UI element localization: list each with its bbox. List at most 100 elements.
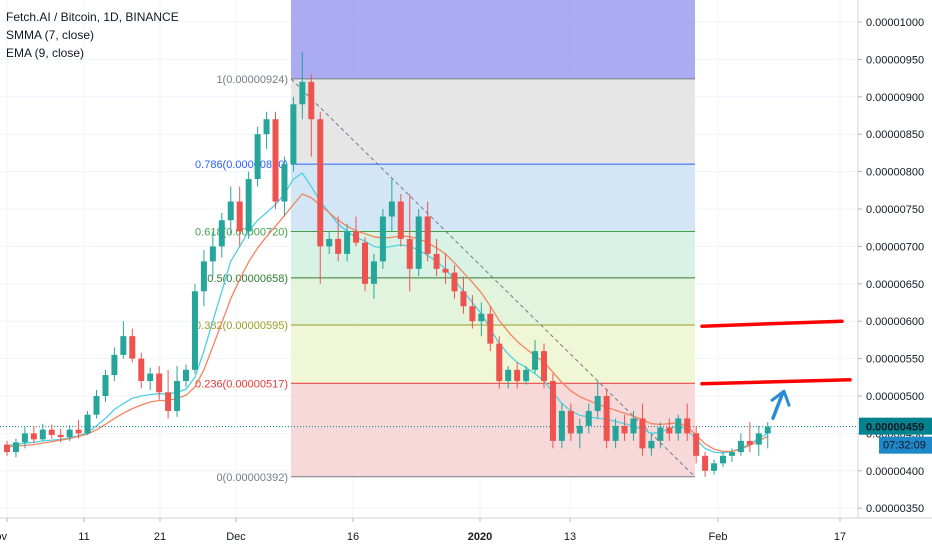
candle xyxy=(317,111,324,284)
candle xyxy=(21,427,28,449)
current-price-value: 0.00000459 xyxy=(866,422,924,434)
candle-body xyxy=(102,375,109,396)
symbol-title[interactable]: Fetch.AI / Bitcoin, 1D, BINANCE xyxy=(6,10,179,24)
candle xyxy=(111,347,118,382)
candle xyxy=(263,111,270,150)
drawn-annotations[interactable] xyxy=(700,319,852,420)
candle-body xyxy=(478,313,485,322)
price-tick-label: 0.00000800 xyxy=(866,167,924,179)
candle xyxy=(308,74,315,157)
candle xyxy=(48,424,55,439)
candle xyxy=(120,321,127,359)
candle-body xyxy=(621,425,628,434)
candle xyxy=(585,403,592,434)
candle xyxy=(191,283,198,374)
time-axis[interactable]: Nov 11 21 Dec 16 2020 13 Feb 17 xyxy=(0,517,932,543)
candle xyxy=(236,186,243,247)
candle xyxy=(272,111,279,209)
candle xyxy=(415,209,422,277)
candle-body xyxy=(75,429,82,434)
candle xyxy=(496,336,503,389)
time-tick-label: Feb xyxy=(709,531,728,543)
candle xyxy=(299,51,306,120)
fib-label-0.786: 0.786(0.00000810) xyxy=(195,159,288,171)
candlesticks xyxy=(4,51,771,477)
bar-countdown-value: 07:32:09 xyxy=(883,440,926,452)
price-tick-label: 0.00000350 xyxy=(866,503,924,515)
candle-body xyxy=(308,81,315,120)
candle xyxy=(290,96,297,172)
candle xyxy=(147,367,154,391)
candle-body xyxy=(39,429,46,440)
candle-body xyxy=(406,238,413,269)
price-axis[interactable]: 0.00001000 0.00000950 0.00000900 0.00000850… xyxy=(857,0,932,518)
candle xyxy=(567,403,574,441)
candle xyxy=(541,343,547,389)
candle-body xyxy=(362,242,368,284)
candle-body xyxy=(755,433,762,445)
price-tick-label: 0.00000900 xyxy=(866,92,924,104)
candle-body xyxy=(675,418,682,434)
fib-band xyxy=(291,230,695,278)
candle xyxy=(424,201,431,262)
candle-body xyxy=(514,369,521,382)
price-tick-label: 0.00000750 xyxy=(866,204,924,216)
candle-body xyxy=(4,444,10,453)
candle xyxy=(433,238,440,277)
candle-body xyxy=(379,216,386,262)
candle xyxy=(657,422,664,449)
candle-body xyxy=(505,369,512,382)
candle xyxy=(675,414,682,441)
candle xyxy=(666,418,673,441)
candle xyxy=(12,438,19,458)
price-tick-label: 0.00000850 xyxy=(866,129,924,141)
candle xyxy=(379,209,386,269)
fib-label-0.5: 0.5(0.00000658) xyxy=(207,273,288,285)
candle xyxy=(326,231,333,254)
fib-label-0.382: 0.382(0.00000595) xyxy=(195,320,288,332)
candle xyxy=(630,410,637,441)
candle xyxy=(174,366,181,417)
candle xyxy=(594,381,601,419)
candle-body xyxy=(236,201,243,232)
candle-body xyxy=(720,455,726,464)
candle-body xyxy=(147,373,154,382)
candle xyxy=(451,265,458,299)
candle-body xyxy=(281,164,288,202)
fib-trend-line xyxy=(290,78,696,478)
candle-body xyxy=(397,201,404,239)
candle-body xyxy=(48,429,55,435)
price-tick-label: 0.00000600 xyxy=(866,316,924,328)
candle xyxy=(75,419,82,439)
fib-band xyxy=(291,164,695,231)
candle xyxy=(728,448,735,462)
candle-body xyxy=(227,201,234,221)
candle xyxy=(335,216,342,262)
candle xyxy=(93,390,100,419)
candle xyxy=(138,352,145,389)
price-tick-label: 0.00000700 xyxy=(866,241,924,253)
candle-body xyxy=(451,272,458,292)
candle xyxy=(576,418,583,449)
fibonacci-retracement[interactable] xyxy=(291,0,695,477)
candle-body xyxy=(541,351,547,382)
fib-band xyxy=(291,0,695,79)
price-tick-label: 0.00000950 xyxy=(866,54,924,66)
candle xyxy=(370,253,377,299)
candle xyxy=(549,373,556,449)
candle xyxy=(469,295,476,329)
indicator-ema-label[interactable]: EMA (9, close) xyxy=(6,46,85,60)
candle-body xyxy=(737,440,744,453)
candle-body xyxy=(487,313,494,344)
chart-legend: Fetch.AI / Bitcoin, 1D, BINANCE SMMA (7,… xyxy=(6,8,179,62)
indicator-smma-label[interactable]: SMMA (7, close) xyxy=(6,28,95,42)
candle xyxy=(460,276,467,314)
time-tick-label: 13 xyxy=(564,531,576,543)
candle-body xyxy=(648,440,655,449)
candle-body xyxy=(254,134,261,180)
candle-body xyxy=(657,427,664,441)
candle xyxy=(397,194,404,247)
candle xyxy=(532,339,539,374)
candle xyxy=(39,423,46,441)
